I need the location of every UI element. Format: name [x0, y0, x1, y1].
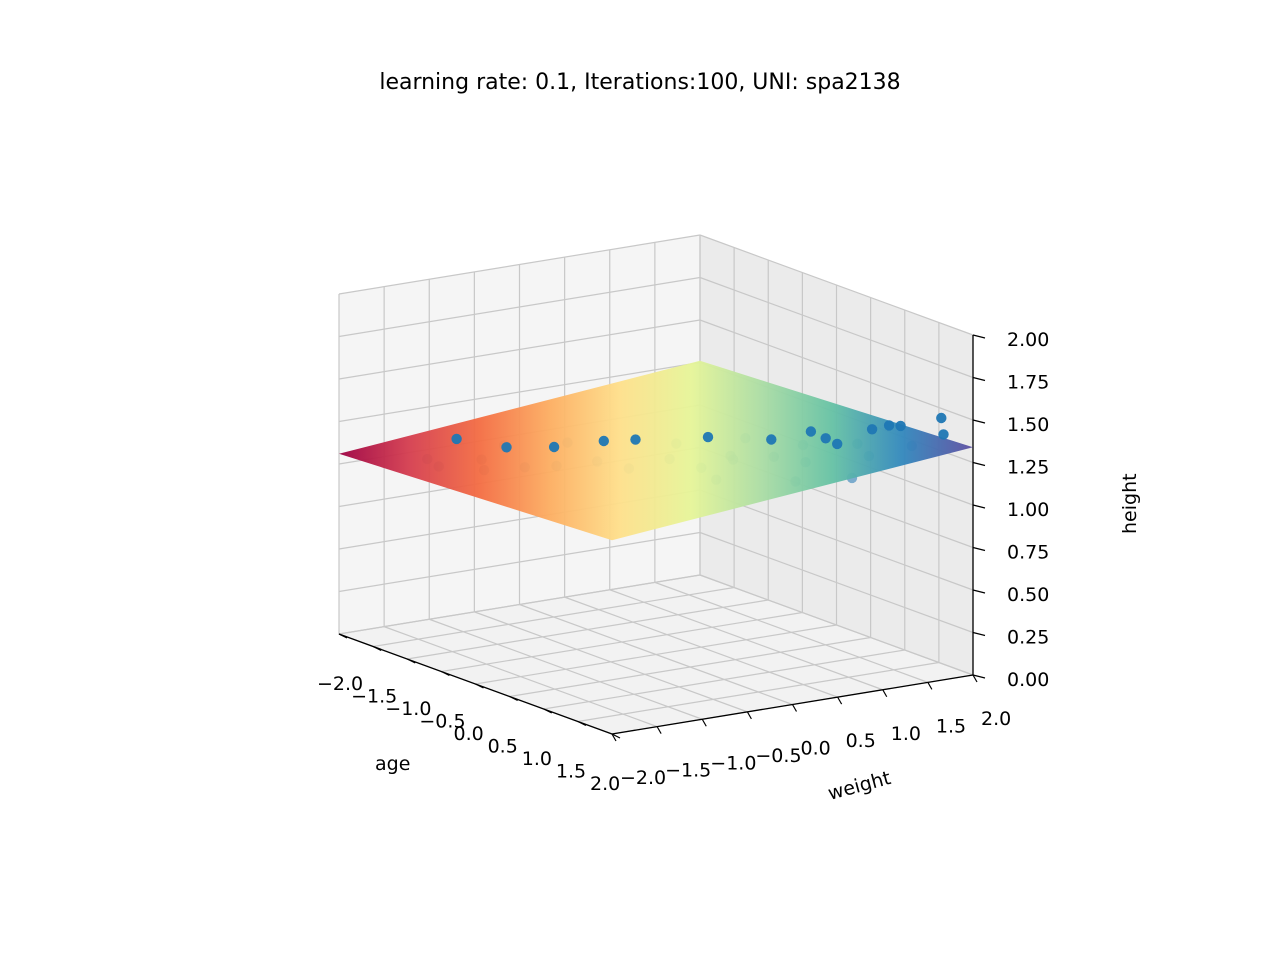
grid-side-z [338, 319, 701, 380]
grid-side-z [338, 276, 701, 338]
z-tick-label: 0.25 [1007, 627, 1049, 649]
grid-back-z [699, 234, 974, 336]
grid-back-z [699, 319, 974, 421]
y-tick [701, 718, 707, 727]
x-tick [509, 695, 518, 702]
z-tick [972, 631, 986, 637]
y-tick-label: 0.5 [846, 730, 876, 752]
data-point [805, 426, 817, 437]
x-tick [406, 658, 416, 664]
grid-back-z [699, 276, 974, 379]
y-tick-label: −0.5 [755, 745, 801, 767]
y-tick-label: 0.0 [801, 738, 831, 760]
x-tick-label: −2.0 [317, 673, 363, 695]
data-point [630, 434, 641, 445]
y-tick [791, 704, 798, 712]
data-point [895, 420, 906, 432]
data-point [451, 433, 462, 445]
x-tick-label: 2.0 [590, 773, 620, 795]
y-tick-label: 1.0 [891, 723, 921, 745]
y-axis-label: weight [826, 767, 894, 805]
data-point [548, 441, 560, 453]
data-point [820, 433, 831, 444]
grid-side-z [338, 361, 701, 423]
y-tick-label: 1.5 [936, 715, 966, 737]
x-tick [372, 645, 382, 652]
data-point [702, 431, 714, 443]
data-point [936, 412, 947, 424]
data-point [866, 424, 878, 435]
z-tick-label: 1.75 [1007, 372, 1049, 394]
y-tick [611, 733, 617, 742]
z-tick [972, 504, 986, 509]
z-tick [972, 334, 986, 339]
data-point [938, 429, 949, 440]
data-point [501, 442, 512, 453]
grid-floor-y [609, 589, 883, 691]
y-tick [837, 696, 843, 705]
data-point [766, 434, 777, 445]
y-tick [656, 726, 662, 734]
z-tick [972, 589, 986, 594]
x-tick [577, 720, 587, 727]
y-tick [882, 689, 888, 698]
grid-side-z [338, 234, 701, 295]
y-tick-label: 2.0 [981, 708, 1011, 730]
x-axis-label: age [375, 753, 410, 775]
z-tick [972, 376, 986, 382]
z-tick [972, 461, 986, 467]
z-tick-label: 0.75 [1007, 542, 1049, 564]
z-tick-label: 1.00 [1007, 499, 1049, 521]
z-tick-label: 1.25 [1007, 457, 1049, 479]
z-tick-label: 1.50 [1007, 414, 1049, 436]
z-axis-label: height [1119, 473, 1141, 534]
x-tick-label: 0.0 [454, 723, 484, 745]
data-point [832, 438, 843, 450]
y-tick [972, 674, 978, 683]
x-tick-label: 1.5 [556, 761, 586, 783]
data-point [598, 435, 609, 447]
z-tick [972, 546, 986, 552]
grid-floor-y [564, 596, 838, 698]
regression-surface [339, 360, 973, 541]
x-tick-label: −0.5 [419, 711, 465, 733]
y-tick-label: −2.0 [620, 767, 666, 789]
x-tick [338, 633, 348, 639]
data-point [883, 420, 895, 431]
y-tick [927, 682, 933, 690]
grid-floor-y [519, 603, 793, 706]
x-tick [611, 733, 621, 739]
z-tick-label: 0.00 [1007, 669, 1049, 691]
grid-floor-x [577, 661, 939, 723]
grid-floor-x [543, 649, 905, 710]
x-tick [475, 683, 484, 689]
z-tick-label: 0.50 [1007, 584, 1049, 606]
x-tick-label: 1.0 [522, 748, 552, 770]
chart-title: learning rate: 0.1, Iterations:100, UNI:… [379, 70, 901, 95]
grid-floor-x [509, 636, 871, 698]
y-tick-label: −1.0 [710, 752, 756, 774]
x-tick [543, 708, 553, 714]
x-tick [441, 670, 450, 677]
y-tick-label: −1.5 [665, 760, 711, 782]
x-tick-label: −1.5 [351, 686, 397, 708]
grid-floor-y [699, 574, 974, 676]
z-tick-label: 2.00 [1007, 329, 1049, 351]
grid-floor-y [654, 581, 929, 683]
z-tick [972, 419, 986, 424]
y-tick [746, 711, 752, 720]
z-tick [972, 674, 986, 679]
x-tick-label: 0.5 [488, 736, 518, 758]
x-tick-label: −1.0 [385, 698, 431, 720]
